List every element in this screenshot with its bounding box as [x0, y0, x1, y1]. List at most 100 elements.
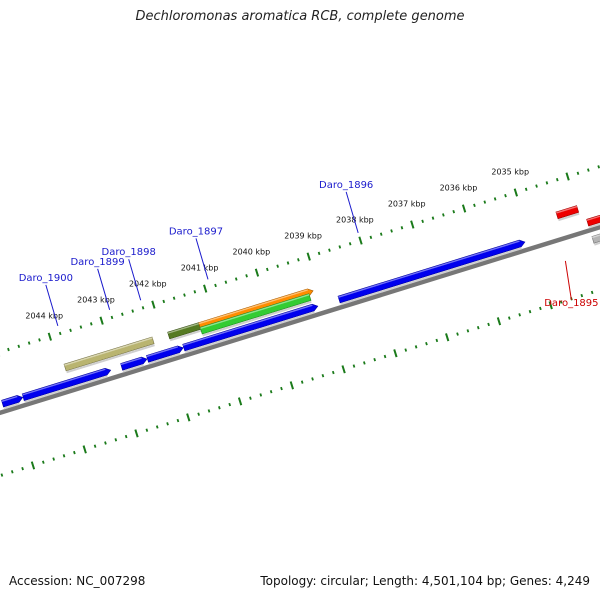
feature-highlight	[120, 357, 142, 366]
feature-highlight	[182, 304, 313, 346]
minor-tick	[141, 306, 145, 310]
gene-feature-blue	[182, 303, 319, 354]
gene-feature-khaki	[63, 336, 155, 374]
major-tick	[410, 220, 415, 229]
minor-tick	[224, 280, 228, 284]
feature-highlight	[198, 289, 308, 325]
accession-text: Accession: NC_007298	[9, 574, 146, 588]
major-tick	[47, 332, 52, 341]
feature-shadow	[122, 364, 145, 373]
tick-label: 2044 kbp	[25, 312, 63, 321]
feature-shadow	[169, 329, 202, 342]
minor-tick	[183, 293, 186, 297]
feature-shadow	[3, 402, 20, 410]
minor-tick	[259, 393, 263, 397]
minor-tick	[228, 402, 232, 407]
minor-tick	[176, 418, 180, 423]
minor-tick	[269, 390, 273, 394]
major-tick	[99, 316, 104, 325]
gene-label-leader	[345, 191, 359, 234]
minor-tick	[207, 409, 211, 413]
minor-tick	[414, 345, 418, 349]
minor-tick	[493, 197, 497, 201]
minor-tick	[431, 216, 435, 220]
feature-shadow	[24, 375, 108, 404]
gene-feature-blue	[1, 395, 24, 410]
minor-tick	[504, 193, 507, 198]
minor-tick	[400, 226, 404, 230]
minor-tick	[425, 341, 428, 346]
minor-tick	[197, 412, 200, 416]
feature-highlight	[586, 215, 600, 221]
major-tick	[289, 381, 294, 390]
gene-label: Daro_1895	[544, 298, 598, 309]
feature-highlight	[200, 293, 310, 329]
major-tick	[341, 365, 346, 374]
feature-body	[21, 367, 112, 401]
feature-highlight	[591, 234, 600, 239]
major-tick	[82, 445, 87, 454]
minor-tick	[300, 380, 304, 384]
minor-tick	[473, 203, 476, 208]
minor-tick	[79, 325, 83, 329]
minor-tick	[89, 322, 93, 326]
minor-tick	[373, 357, 376, 362]
minor-tick	[518, 313, 521, 317]
tick-label: 2038 kbp	[336, 215, 374, 224]
minor-tick	[476, 325, 480, 330]
feature-highlight	[556, 205, 578, 214]
minor-tick	[379, 232, 383, 236]
gene-feature-blue	[120, 356, 148, 373]
minor-tick	[0, 473, 4, 477]
minor-tick	[421, 219, 424, 224]
minor-tick	[555, 177, 559, 182]
gene-feature-green	[199, 293, 312, 337]
minor-tick	[321, 374, 325, 378]
minor-tick	[166, 422, 169, 426]
minor-tick	[69, 328, 72, 332]
gene-label-leader	[45, 284, 59, 326]
minor-tick	[363, 361, 366, 365]
minor-tick	[162, 299, 166, 304]
minor-tick	[590, 290, 594, 295]
minor-tick	[297, 258, 300, 262]
gene-feature-blue	[21, 367, 112, 404]
minor-tick	[587, 168, 590, 172]
minor-tick	[234, 277, 238, 281]
major-tick	[548, 301, 553, 310]
gene-label: Daro_1900	[19, 273, 73, 284]
minor-tick	[435, 338, 439, 343]
minor-tick	[280, 386, 283, 391]
gene-label: Daro_1898	[102, 247, 156, 258]
minor-tick	[193, 290, 197, 294]
minor-tick	[7, 347, 10, 352]
minor-tick	[311, 377, 314, 381]
major-tick	[565, 172, 570, 181]
minor-tick	[121, 312, 124, 316]
tick-label: 2040 kbp	[232, 247, 270, 256]
major-tick	[203, 284, 208, 293]
feature-body	[1, 395, 24, 408]
minor-tick	[124, 434, 128, 439]
minor-tick	[539, 306, 542, 311]
major-tick	[237, 397, 243, 406]
minor-tick	[214, 283, 217, 288]
tick-label-layer: 2035 kbp 2036 kbp 2037 kbp 2038 kbp 2039 kbp…	[25, 167, 529, 320]
feature-layer	[1, 205, 600, 410]
minor-tick	[218, 406, 221, 410]
minor-tick	[58, 331, 62, 336]
minor-tick	[576, 171, 580, 175]
minor-tick	[528, 309, 532, 314]
major-tick	[393, 349, 398, 358]
feature-body	[199, 293, 312, 335]
feature-shadow	[66, 344, 155, 374]
feature-body	[146, 345, 184, 363]
minor-tick	[38, 338, 41, 342]
gene-feature-blue	[337, 239, 526, 306]
minor-tick	[466, 329, 470, 333]
tick-label: 2035 kbp	[491, 167, 529, 176]
gene-feature-red	[586, 214, 600, 229]
feature-highlight	[1, 395, 18, 402]
gene-feature-blue	[146, 345, 184, 365]
